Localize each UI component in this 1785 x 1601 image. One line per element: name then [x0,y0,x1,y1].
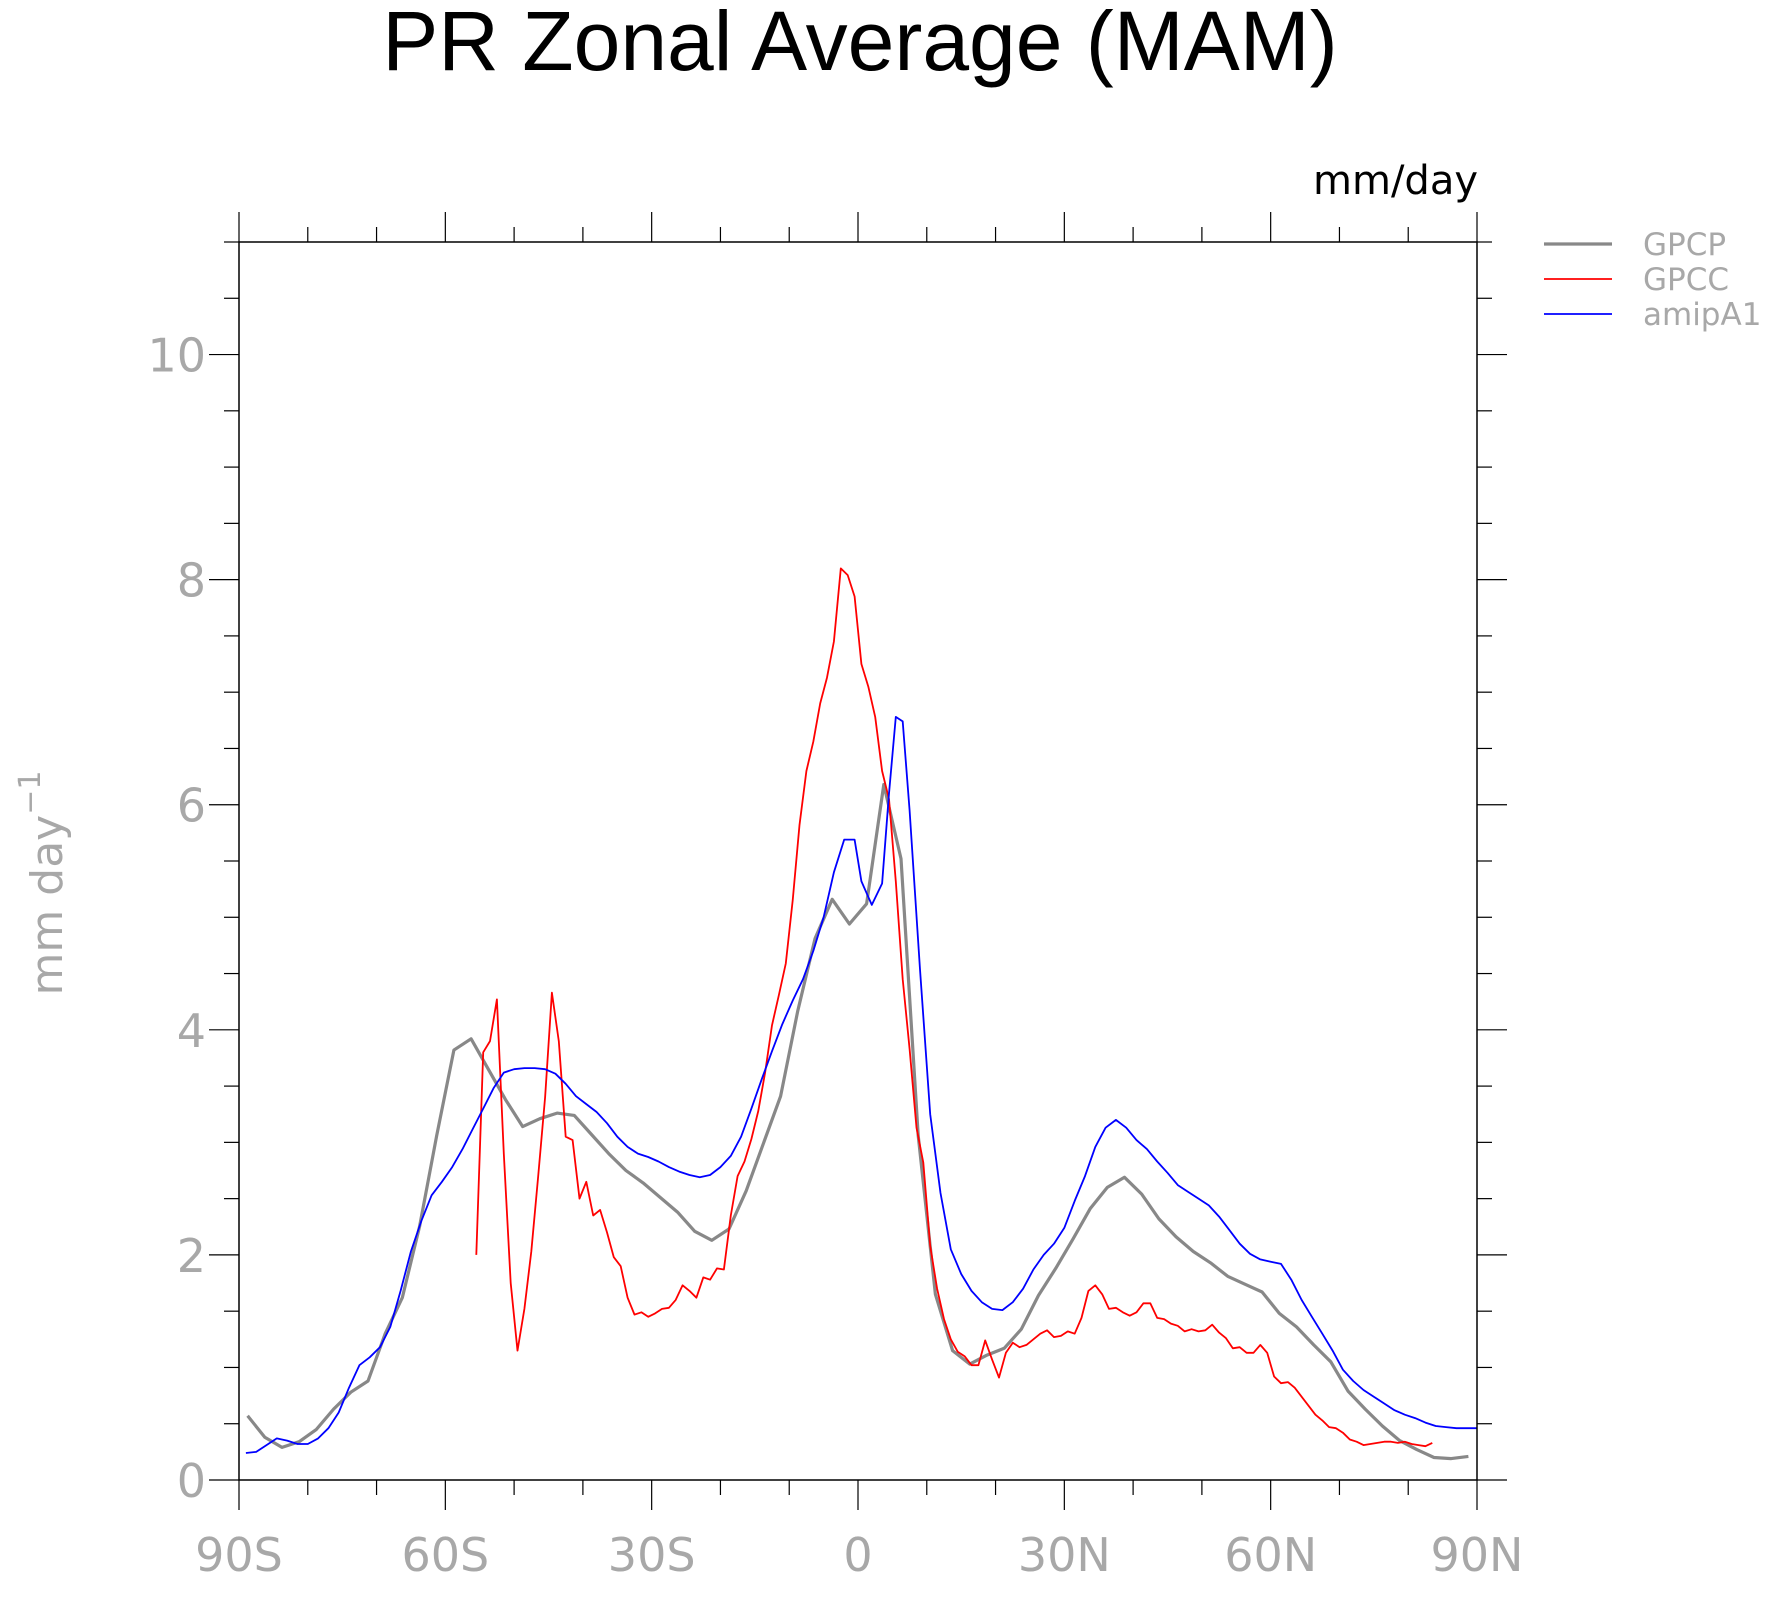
x-tick-label: 0 [843,1528,872,1582]
legend-label-gpcp: GPCP [1643,227,1726,263]
x-tick-label: 60S [401,1528,489,1582]
data-series [245,567,1477,1461]
y-axis-label-exponent: −1 [13,771,48,815]
y-axis-label: mm day [22,815,73,996]
legend-label-amipa1: amipA1 [1643,297,1761,333]
x-tick-label: 90N [1431,1528,1524,1582]
svg-text:mm day−1: mm day−1 [13,771,73,996]
chart-title: PR Zonal Average (MAM) [382,0,1337,88]
plot-frame [238,241,1478,1481]
legend-label-gpcc: GPCC [1643,262,1729,298]
y-tick-labels: 0 2 4 6 8 10 [147,329,206,1508]
x-tick-label: 60N [1224,1528,1317,1582]
axis-ticks [209,212,1507,1510]
series-line-gpcp [246,782,1469,1461]
x-tick-labels: 90S 60S 30S 0 30N 60N 90N [195,1528,1523,1582]
units-label: mm/day [1313,158,1478,204]
x-tick-label: 90S [195,1528,283,1582]
series-line-gpcc [475,567,1433,1448]
y-tick-label: 10 [147,329,206,383]
y-tick-label: 6 [177,779,206,833]
y-tick-label: 2 [177,1229,206,1283]
y-axis-title: mm day−1 [13,771,73,996]
x-tick-label: 30S [608,1528,696,1582]
x-tick-label: 30N [1018,1528,1111,1582]
y-tick-label: 8 [177,554,206,608]
series-line-amipa1 [245,716,1477,1454]
y-tick-label: 4 [177,1004,206,1058]
y-tick-label: 0 [177,1454,206,1508]
